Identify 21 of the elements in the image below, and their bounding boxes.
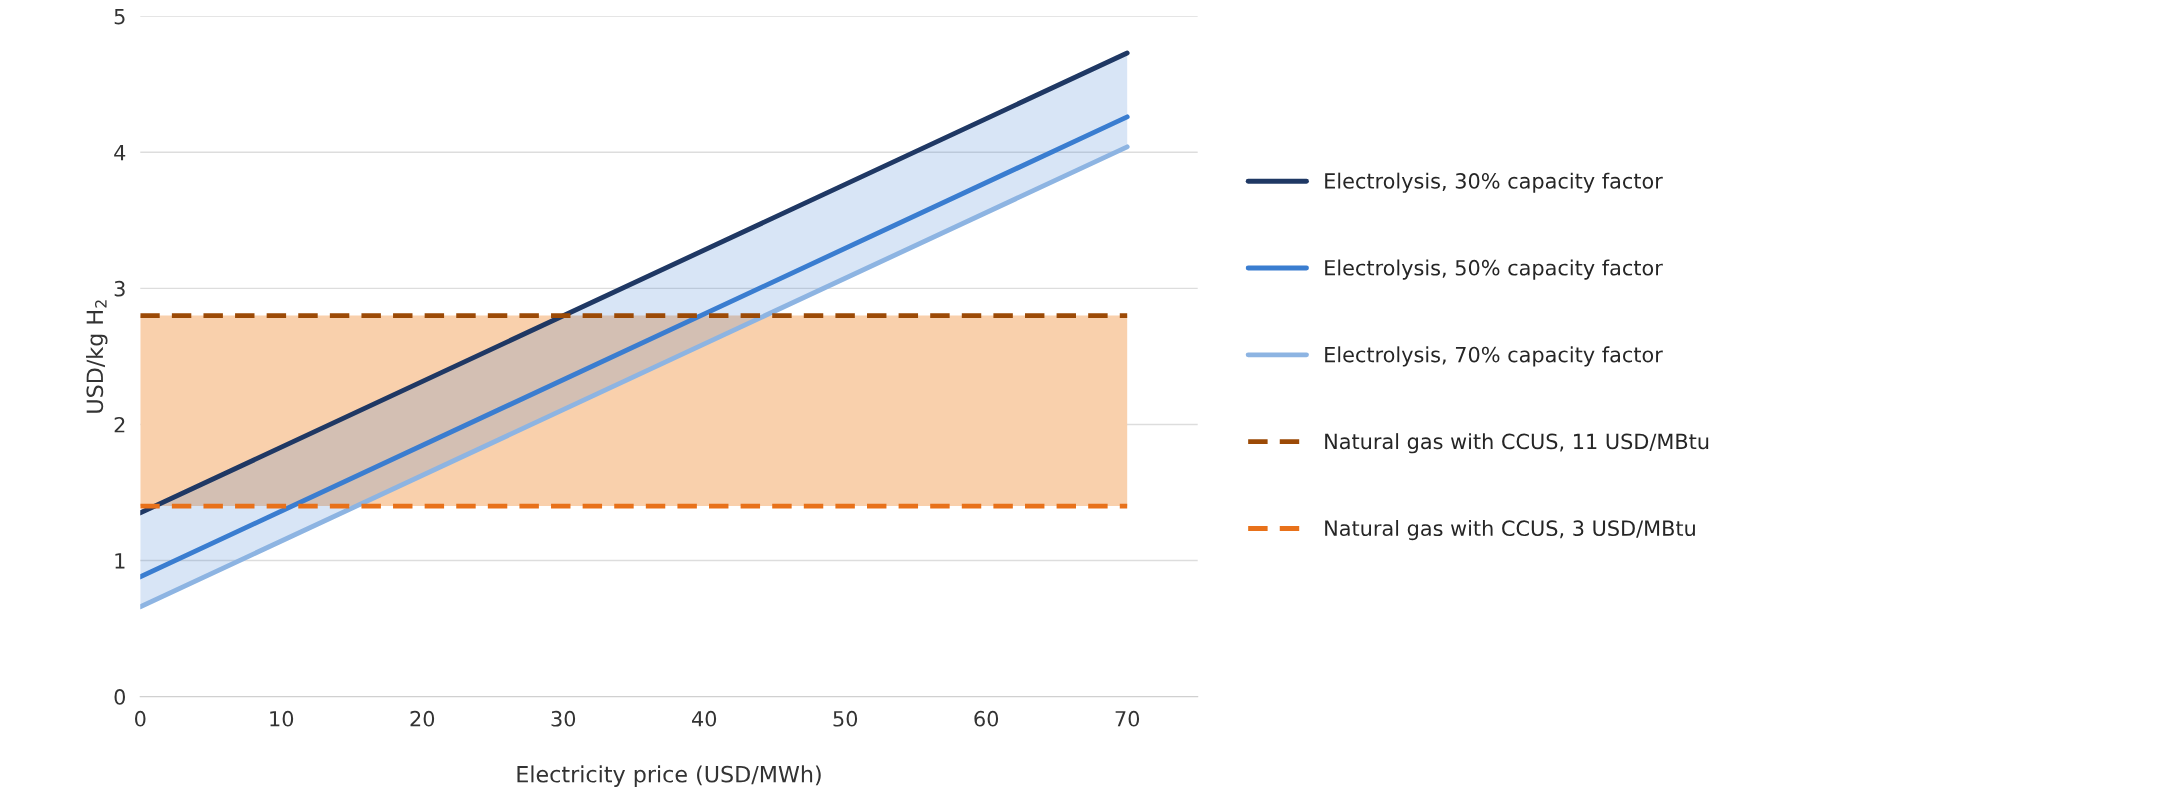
legend-label: Electrolysis, 30% capacity factor [1325, 172, 1663, 193]
y-tick-label: 2 [114, 416, 125, 433]
y-tick-label: 4 [114, 145, 126, 161]
x-tick-label: 30 [551, 710, 576, 727]
y-tick-label: 1 [115, 553, 125, 569]
x-tick-label: 50 [833, 710, 858, 727]
x-tick-label: 0 [135, 710, 146, 727]
y-tick-label: 3 [114, 280, 125, 297]
x-axis-title: Electricity price (USD/MWh) [517, 765, 821, 787]
x-tick-label: 60 [974, 710, 999, 727]
y-tick-label: 0 [114, 689, 125, 705]
y-axis-title: USD/kg H$_{2}$ [86, 300, 108, 413]
legend-label: Electrolysis, 50% capacity factor [1325, 259, 1663, 280]
y-tick-label: 5 [114, 8, 125, 25]
legend-label: Electrolysis, 70% capacity factor [1325, 346, 1663, 367]
legend-label: Natural gas with CCUS, 11 USD/MBtu [1325, 433, 1709, 454]
x-tick-label: 40 [691, 710, 717, 727]
x-tick-label: 70 [1115, 710, 1140, 727]
x-tick-label: 10 [270, 710, 294, 727]
x-tick-label: 20 [410, 710, 435, 727]
legend-label: Natural gas with CCUS, 3 USD/MBtu [1325, 519, 1695, 541]
